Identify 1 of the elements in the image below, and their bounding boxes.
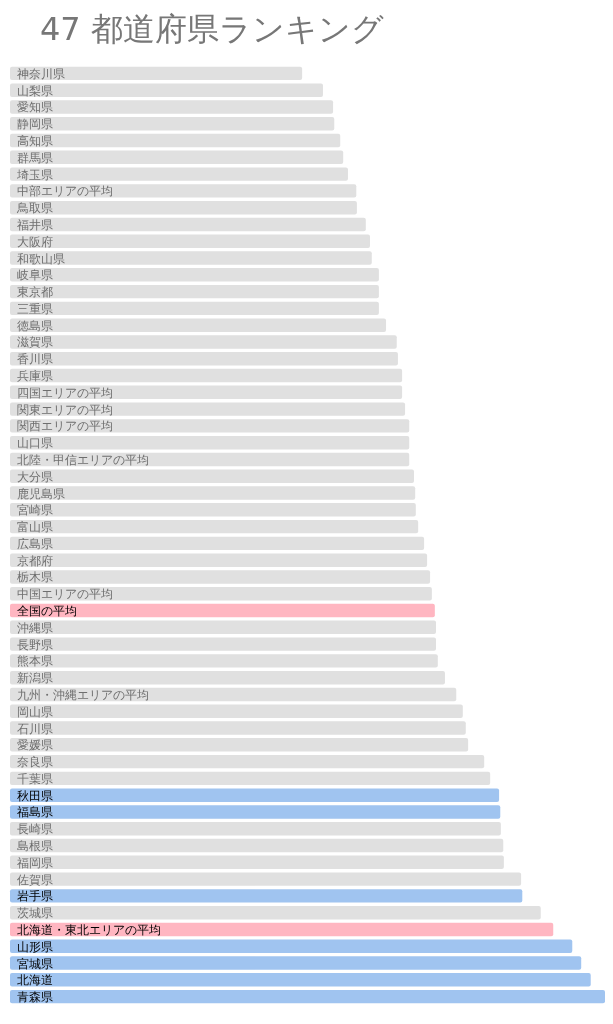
title: 47 都道府県ランキング: [40, 10, 384, 48]
